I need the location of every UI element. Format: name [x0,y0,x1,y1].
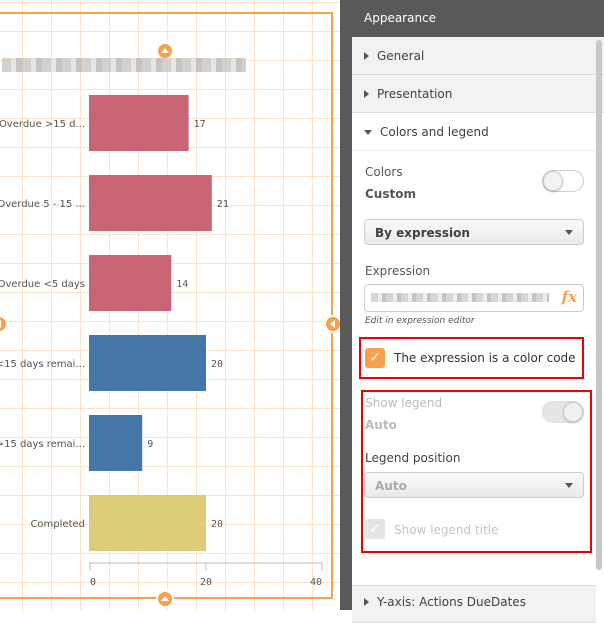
category-label: <15 days remai... [0,359,85,370]
bar-chart: Overdue >15 d... 17 Overdue 5 - 15 ... 21 Ov… [0,95,323,588]
highlight-color-code [359,337,584,379]
colors-label: Colors [365,165,403,179]
data-label: 20 [211,519,223,530]
bar[interactable] [89,255,172,311]
panel-divider [340,0,352,610]
chevron-down-icon [565,483,573,488]
section-presentation[interactable]: Presentation [352,75,604,113]
colors-auto-toggle[interactable] [542,170,584,192]
toggle-knob [543,171,563,191]
dropdown-value: Auto [375,479,407,493]
section-y-axis[interactable]: Y-axis: Actions DueDates [352,585,596,623]
expand-icon [364,598,369,606]
x-tick-label: 20 [200,577,212,588]
bar[interactable] [89,175,212,231]
category-label: Overdue >15 d... [0,119,85,130]
show-legend-value: Auto [365,418,397,432]
edit-expression-link[interactable]: Edit in expression editor [365,316,475,326]
color-code-checkbox[interactable]: ✓ [365,348,385,368]
resize-handle-right[interactable] [324,315,340,333]
data-label: 21 [217,199,229,210]
bar[interactable] [89,95,189,151]
resize-handle-bottom[interactable] [156,590,174,608]
category-label: Overdue <5 days [0,279,85,290]
show-legend-title-checkbox[interactable]: ✓ [365,519,385,539]
collapse-icon [364,130,372,135]
bar[interactable] [89,335,206,391]
highlight-legend [361,390,592,553]
x-tick-label: 0 [90,577,96,588]
show-legend-title-label: Show legend title [394,523,499,537]
section-label: Colors and legend [380,125,489,139]
chart-title-blurred [2,58,246,72]
chevron-down-icon [565,230,573,235]
show-legend-label: Show legend [365,396,443,410]
section-label: Presentation [377,87,453,101]
data-label: 9 [147,439,153,450]
category-label: Completed [30,519,85,530]
dropdown-value: By expression [375,226,470,240]
data-label: 20 [211,359,223,370]
legend-position-label: Legend position [365,451,461,465]
data-label: 14 [176,279,188,290]
toggle-knob [563,402,583,422]
expression-input[interactable]: fx [364,284,584,312]
legend-position-dropdown[interactable]: Auto [364,472,584,498]
section-general[interactable]: General [352,37,604,75]
panel-title: Appearance [352,0,604,37]
expression-label: Expression [365,264,431,278]
fx-icon[interactable]: fx [561,288,577,306]
properties-panel: Appearance General Presentation Colors a… [352,0,604,623]
category-label: >15 days remai... [0,439,85,450]
color-code-label: The expression is a color code [394,351,576,365]
section-colors-legend[interactable]: Colors and legend [352,113,604,151]
section-label: Y-axis: Actions DueDates [377,595,526,609]
color-mode-dropdown[interactable]: By expression [364,219,584,245]
category-label: Overdue 5 - 15 ... [0,199,85,210]
expand-icon [364,90,369,98]
x-tick-label: 40 [310,577,322,588]
chart-canvas[interactable]: Overdue >15 d... 17 Overdue 5 - 15 ... 21 Ov… [0,0,340,610]
section-label: General [377,49,425,63]
expand-icon [364,52,369,60]
bar[interactable] [89,415,143,471]
show-legend-toggle[interactable] [542,401,584,423]
colors-mode: Custom [365,187,416,201]
bar[interactable] [89,495,206,551]
data-label: 17 [194,119,206,130]
panel-scrollbar[interactable] [596,40,602,570]
expression-blurred [371,293,549,302]
